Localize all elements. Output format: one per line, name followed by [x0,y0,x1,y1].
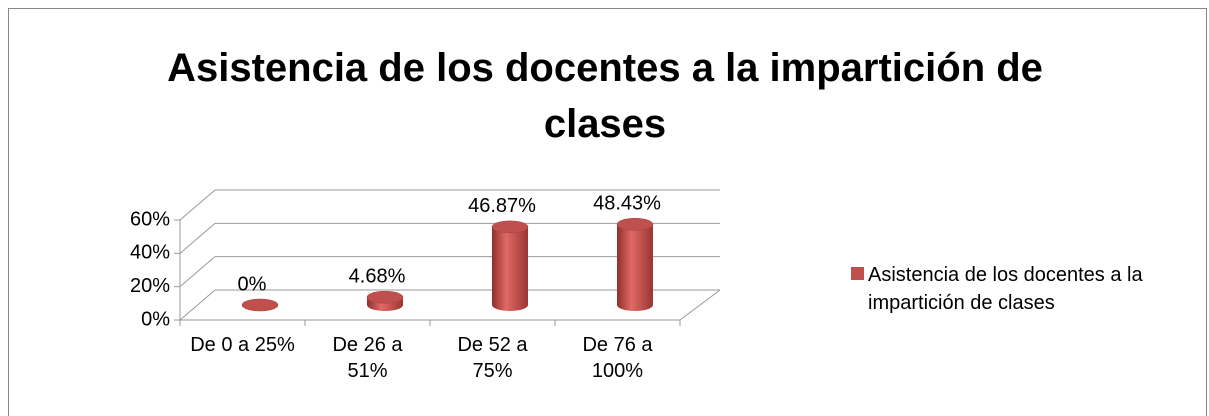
legend-label: Asistencia de los docentes a la impartic… [868,264,1143,314]
y-tick-label: 0% [141,308,170,330]
grid-line [179,289,216,321]
data-label: 46.87% [468,195,536,217]
cylinder-top [366,290,404,304]
cylinder-top [616,218,654,231]
grid-line [179,222,216,254]
data-label: 4.68% [349,265,406,287]
data-label: 0% [238,273,267,295]
grid-line [179,189,216,221]
chart-frame [8,8,1207,416]
cylinder-top [491,220,529,234]
y-tick-label: 40% [130,242,170,264]
data-label: 48.43% [593,193,661,215]
x-tick-label: De 52 a 75% [457,334,528,382]
chart-title: Asistencia de los docentes a la impartic… [167,46,1043,146]
y-tick-label: 20% [130,275,170,297]
grid-line [179,256,216,288]
floor-line [679,289,721,321]
x-tick-label: De 26 a 51% [332,334,403,382]
y-tick-label: 60% [130,208,170,230]
legend-swatch [851,267,864,280]
cylinder [617,218,653,311]
cylinder-top [241,298,279,312]
cylinder [492,220,528,311]
x-tick-label: De 76 a 100% [582,334,653,382]
x-tick-label: De 0 a 25% [190,334,295,356]
